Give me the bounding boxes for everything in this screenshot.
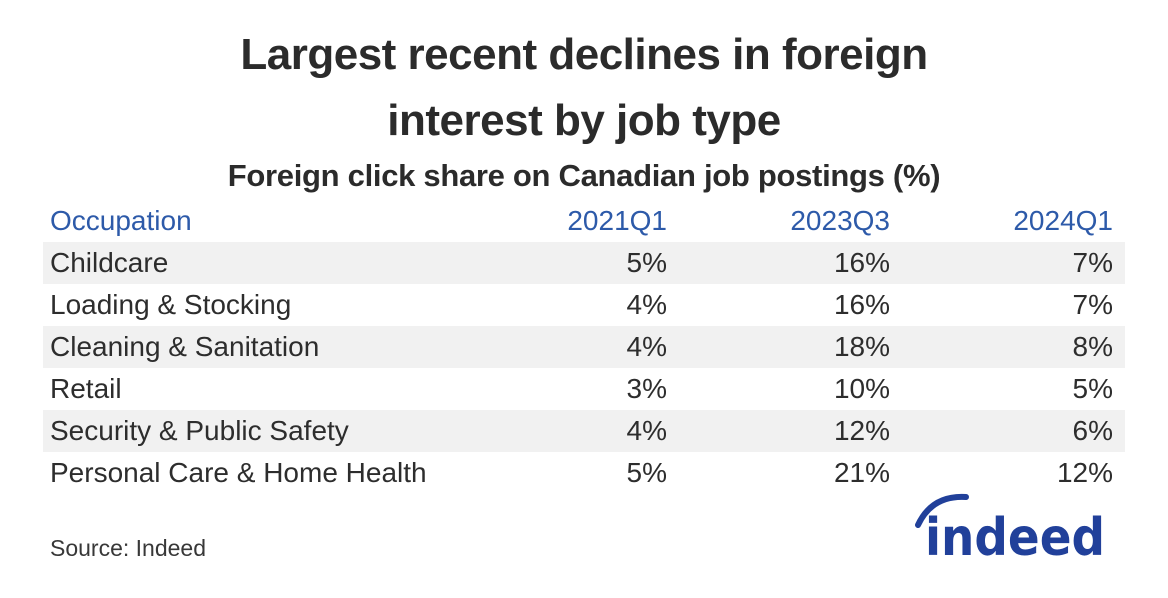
indeed-logo-arc [915, 493, 969, 528]
value-cell: 12% [1056, 457, 1113, 488]
value-cell: 6% [1072, 415, 1113, 446]
column-header-occupation: Occupation [50, 205, 192, 236]
table-row: Cleaning & Sanitation 4% 18% 8% [43, 326, 1125, 368]
indeed-logo-text: indeed [925, 508, 1105, 568]
occupation-cell: Loading & Stocking [50, 289, 292, 320]
table-row: Personal Care & Home Health 5% 21% 12% [43, 452, 1125, 494]
data-table: Occupation 2021Q1 2023Q3 2024Q1 Childcar… [43, 202, 1125, 494]
value-cell: 21% [833, 457, 890, 488]
value-cell: 16% [833, 289, 890, 320]
occupation-cell: Personal Care & Home Health [50, 457, 427, 488]
occupation-cell: Childcare [50, 247, 169, 278]
value-cell: 12% [833, 415, 890, 446]
table-row: Childcare 5% 16% 7% [43, 242, 1125, 284]
value-cell: 16% [833, 247, 890, 278]
table-row: Loading & Stocking 4% 16% 7% [43, 284, 1125, 326]
chart-title: Largest recent declines in foreign intere… [0, 0, 1168, 154]
value-cell: 5% [626, 247, 667, 278]
table-row: Security & Public Safety 4% 12% 6% [43, 410, 1125, 452]
column-header-2024q1: 2024Q1 [1013, 205, 1113, 236]
indeed-logo: indeed [908, 485, 1118, 580]
source-note: Source: Indeed [50, 535, 207, 561]
occupation-cell: Cleaning & Sanitation [50, 331, 320, 362]
chart-title-line1: Largest recent declines in foreign [240, 30, 928, 79]
occupation-cell: Security & Public Safety [50, 415, 349, 446]
table-row: Retail 3% 10% 5% [43, 368, 1125, 410]
value-cell: 7% [1072, 289, 1113, 320]
value-cell: 10% [833, 373, 890, 404]
table-header-row: Occupation 2021Q1 2023Q3 2024Q1 [43, 202, 1125, 242]
value-cell: 4% [626, 415, 667, 446]
chart-subtitle: Foreign click share on Canadian job post… [227, 158, 941, 193]
value-cell: 18% [833, 331, 890, 362]
value-cell: 4% [626, 331, 667, 362]
value-cell: 5% [626, 457, 667, 488]
value-cell: 7% [1072, 247, 1113, 278]
value-cell: 8% [1072, 331, 1113, 362]
indeed-logo-graphic: indeed [915, 493, 1105, 568]
value-cell: 3% [626, 373, 667, 404]
column-header-2023q3: 2023Q3 [790, 205, 890, 236]
column-header-2021q1: 2021Q1 [567, 205, 667, 236]
value-cell: 4% [626, 289, 667, 320]
occupation-cell: Retail [50, 373, 122, 404]
chart-title-line2: interest by job type [387, 96, 781, 145]
value-cell: 5% [1072, 373, 1113, 404]
